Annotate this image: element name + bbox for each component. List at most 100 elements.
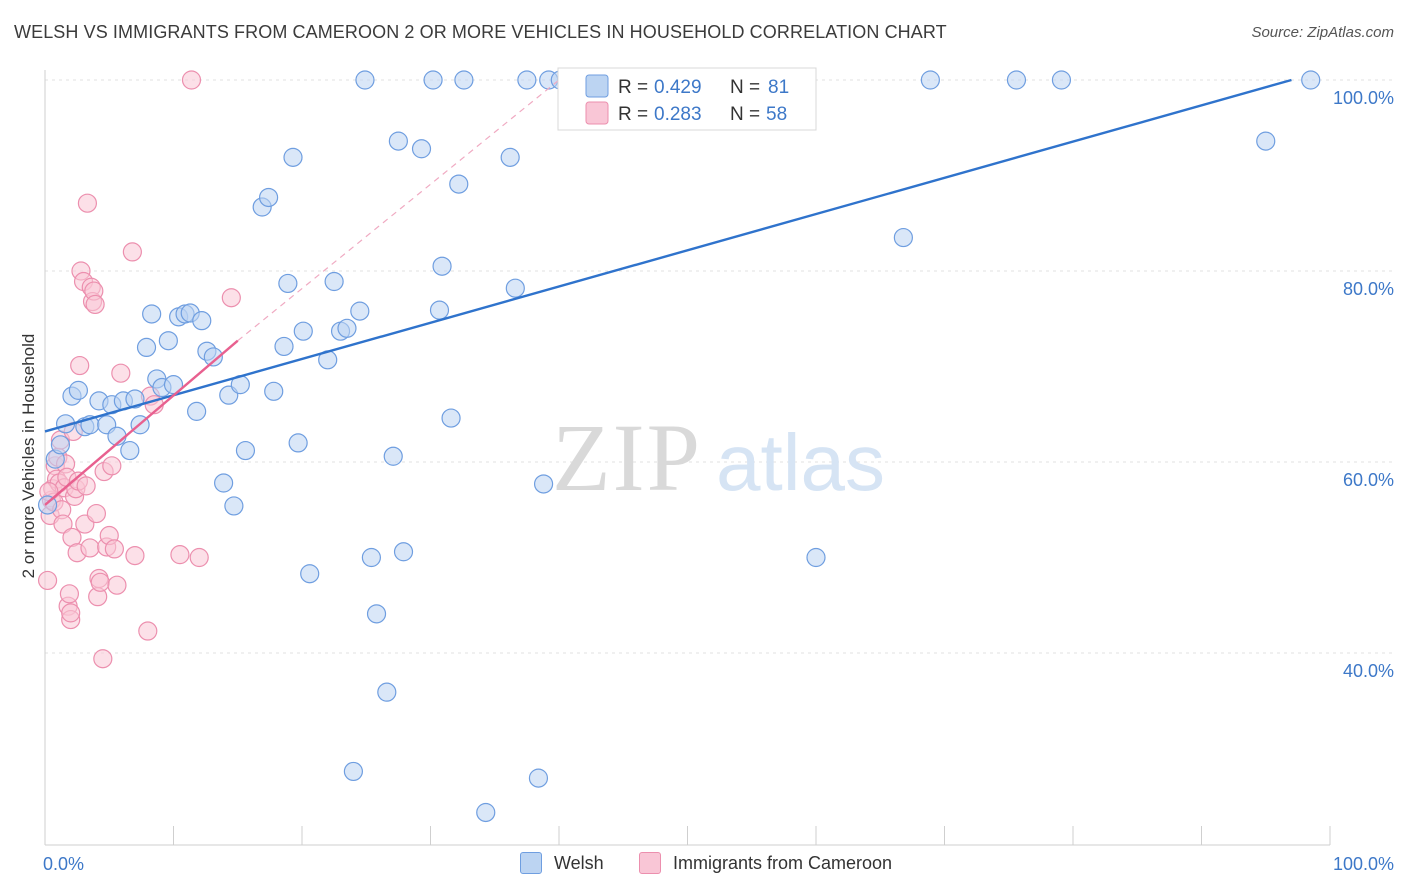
welsh-point[interactable] (278, 273, 298, 294)
welsh-point[interactable] (383, 446, 403, 466)
welsh-point[interactable] (377, 682, 397, 702)
welsh-point[interactable] (454, 70, 474, 90)
legend-swatch (520, 852, 542, 874)
cameroon-point[interactable] (104, 539, 124, 559)
cameroon-point[interactable] (125, 545, 145, 566)
cameroon-point[interactable] (86, 503, 107, 524)
cameroon-points (37, 70, 241, 669)
cameroon-point[interactable] (102, 456, 122, 476)
welsh-point[interactable] (50, 435, 71, 455)
welsh-point[interactable] (355, 70, 375, 90)
welsh-point[interactable] (893, 227, 913, 248)
watermark: ZIP atlas (552, 404, 885, 511)
legend-r-value-cameroon: 0.283 (654, 104, 702, 125)
cameroon-point[interactable] (93, 649, 113, 669)
cameroon-point[interactable] (70, 355, 90, 376)
welsh-point[interactable] (288, 433, 308, 453)
welsh-point[interactable] (476, 802, 496, 823)
welsh-point[interactable] (505, 278, 525, 298)
welsh-point[interactable] (192, 311, 212, 331)
cameroon-point[interactable] (80, 538, 100, 558)
cameroon-point[interactable] (37, 570, 58, 591)
welsh-point[interactable] (324, 271, 344, 292)
welsh-point[interactable] (264, 381, 284, 401)
cameroon-point[interactable] (59, 584, 80, 604)
welsh-point[interactable] (441, 408, 461, 428)
welsh-point[interactable] (283, 147, 303, 167)
cameroon-point[interactable] (221, 288, 241, 308)
welsh-point[interactable] (411, 139, 432, 159)
welsh-point[interactable] (517, 70, 537, 90)
welsh-point[interactable] (500, 147, 520, 167)
bottom-legend: Welsh Immigrants from Cameroon (0, 852, 1406, 878)
welsh-point[interactable] (388, 131, 408, 151)
welsh-point[interactable] (120, 440, 140, 461)
legend-r-label-welsh: R = (618, 77, 648, 98)
welsh-point[interactable] (423, 70, 443, 90)
welsh-point[interactable] (1301, 70, 1321, 90)
legend-item-welsh[interactable]: Welsh (520, 852, 604, 874)
y-tick-label: 80.0% (1343, 279, 1394, 299)
welsh-point[interactable] (533, 474, 554, 494)
cameroon-point[interactable] (53, 514, 73, 534)
welsh-point[interactable] (142, 304, 162, 324)
legend-label-welsh: Welsh (554, 852, 604, 873)
welsh-point[interactable] (1006, 70, 1027, 90)
legend-swatch-cameroon (585, 101, 609, 125)
cameroon-point[interactable] (85, 294, 105, 315)
welsh-point[interactable] (361, 547, 381, 568)
welsh-point[interactable] (350, 301, 370, 321)
welsh-trend-line (44, 78, 1292, 433)
cameroon-point[interactable] (61, 603, 81, 623)
welsh-points (37, 70, 1321, 823)
welsh-point[interactable] (429, 300, 450, 320)
welsh-point[interactable] (432, 256, 452, 276)
welsh-point[interactable] (293, 321, 313, 341)
cameroon-point[interactable] (189, 547, 209, 568)
welsh-point[interactable] (449, 174, 469, 194)
welsh-point[interactable] (235, 440, 256, 461)
welsh-point[interactable] (158, 331, 178, 351)
welsh-point[interactable] (274, 336, 294, 357)
cameroon-point[interactable] (181, 70, 202, 90)
x-tick-label-max: 100.0% (1333, 854, 1394, 874)
axes (44, 70, 1331, 846)
legend-item-cameroon[interactable]: Immigrants from Cameroon (639, 852, 892, 874)
cameroon-point[interactable] (170, 545, 190, 565)
welsh-point[interactable] (187, 401, 207, 421)
welsh-point[interactable] (125, 389, 145, 409)
welsh-point[interactable] (1256, 131, 1276, 151)
legend-n-label-cameroon: N = (730, 104, 760, 125)
welsh-point[interactable] (68, 380, 89, 400)
welsh-point[interactable] (393, 542, 414, 562)
welsh-point[interactable] (300, 564, 320, 584)
welsh-point[interactable] (920, 70, 940, 90)
welsh-point[interactable] (337, 318, 357, 338)
welsh-point[interactable] (203, 347, 223, 367)
welsh-point[interactable] (806, 547, 826, 568)
y-tick-label: 40.0% (1343, 661, 1394, 681)
welsh-point[interactable] (1051, 70, 1072, 90)
y-tick-label: 60.0% (1343, 470, 1394, 490)
legend-n-value-cameroon: 58 (766, 104, 787, 125)
welsh-point[interactable] (136, 337, 157, 357)
cameroon-point[interactable] (90, 572, 110, 592)
cameroon-trend-line (44, 339, 239, 506)
welsh-point[interactable] (224, 496, 244, 516)
welsh-point[interactable] (366, 604, 387, 624)
welsh-point[interactable] (163, 375, 184, 395)
welsh-point[interactable] (528, 768, 549, 788)
cameroon-trend-extension (237, 79, 560, 342)
cameroon-point[interactable] (76, 476, 96, 496)
welsh-point[interactable] (214, 473, 234, 493)
welsh-point[interactable] (343, 761, 363, 782)
x-tick-label-min: 0.0% (43, 854, 84, 874)
cameroon-point[interactable] (77, 193, 98, 213)
cameroon-point[interactable] (138, 621, 158, 641)
cameroon-point[interactable] (107, 575, 127, 595)
chart-title: WELSH VS IMMIGRANTS FROM CAMEROON 2 OR M… (14, 22, 947, 42)
welsh-point[interactable] (258, 187, 279, 208)
cameroon-point[interactable] (122, 242, 142, 262)
cameroon-point[interactable] (111, 363, 131, 383)
legend-label-cameroon: Immigrants from Cameroon (673, 852, 893, 873)
